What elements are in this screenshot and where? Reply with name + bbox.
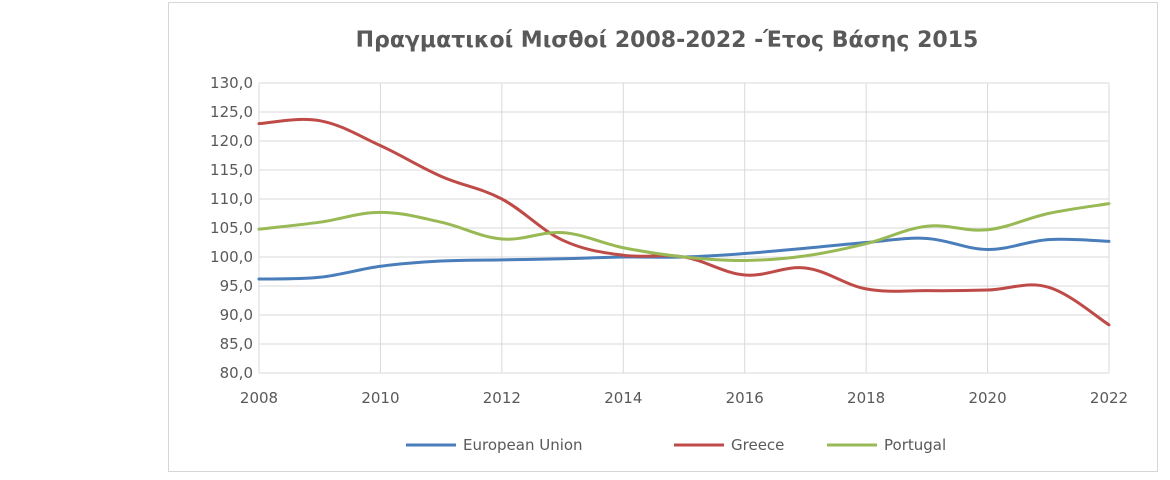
x-tick-label: 2018 [847,389,885,407]
series-line-portugal [257,202,1111,262]
x-tick-label: 2010 [361,389,399,407]
y-tick-label: 105,0 [210,219,253,237]
legend-label: European Union [463,436,583,454]
x-tick-label: 2016 [726,389,764,407]
x-tick-label: 2012 [483,389,521,407]
y-tick-label: 80,0 [220,364,253,382]
series-line-greece [257,117,1111,327]
y-tick-label: 125,0 [210,103,253,121]
y-tick-label: 130,0 [210,74,253,92]
grid [258,82,1110,374]
x-tick-label: 2020 [968,389,1006,407]
y-tick-label: 90,0 [220,306,253,324]
x-axis: 2008 2010 2012 2014 2016 2018 2020 2022 [240,389,1128,407]
chart-frame: Πραγματικοί Μισθοί 2008-2022 -Έτος Βάσης… [168,2,1158,472]
legend-label: Greece [731,436,784,454]
y-tick-label: 115,0 [210,161,253,179]
x-tick-label: 2014 [604,389,642,407]
legend-label: Portugal [884,436,946,454]
series-line-european-union [257,236,1111,281]
series-lines [257,117,1111,327]
line-chart: Πραγματικοί Μισθοί 2008-2022 -Έτος Βάσης… [210,28,1128,454]
x-tick-label: 2022 [1090,389,1128,407]
y-tick-label: 110,0 [210,190,253,208]
legend: European Union Greece Portugal [406,436,946,454]
chart-title: Πραγματικοί Μισθοί 2008-2022 -Έτος Βάσης… [356,28,979,53]
y-tick-label: 85,0 [220,335,253,353]
y-tick-label: 100,0 [210,248,253,266]
y-tick-label: 95,0 [220,277,253,295]
y-axis: 80,0 85,0 90,0 95,0 100,0 105,0 110,0 115,0 120,… [210,74,253,382]
x-tick-label: 2008 [240,389,278,407]
y-tick-label: 120,0 [210,132,253,150]
